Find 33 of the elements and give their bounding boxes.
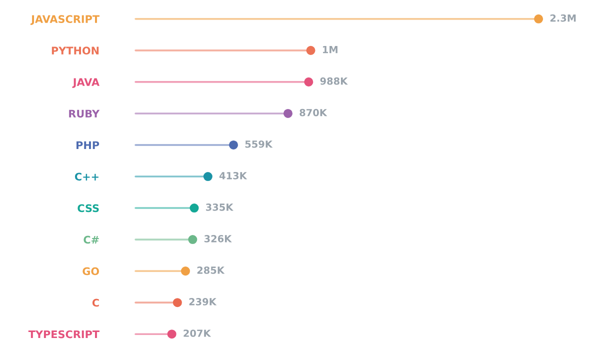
y-tick-label: CSS bbox=[78, 204, 99, 212]
data-label: 870K bbox=[300, 108, 328, 116]
point bbox=[306, 46, 316, 55]
y-tick-label: PYTHON bbox=[52, 46, 99, 55]
point bbox=[172, 298, 182, 308]
data-label: 2.3M bbox=[550, 14, 576, 22]
y-tick-label: JAVA bbox=[72, 78, 100, 88]
data-label: 988K bbox=[320, 77, 348, 85]
point bbox=[304, 77, 314, 86]
y-tick-label: C++ bbox=[74, 172, 98, 181]
data-label: 413K bbox=[219, 172, 248, 180]
y-tick-label: PHP bbox=[76, 141, 100, 149]
point bbox=[228, 140, 238, 150]
point bbox=[190, 204, 199, 213]
data-label: 239K bbox=[189, 298, 217, 306]
y-tick-label: RUBY bbox=[69, 110, 100, 118]
data-label: 335K bbox=[206, 203, 234, 211]
data-label: 559K bbox=[245, 140, 273, 148]
y-tick-label: C bbox=[92, 298, 99, 307]
y-tick-label: TYPESCRIPT bbox=[28, 330, 100, 338]
y-tick-label: C# bbox=[84, 236, 99, 244]
y-tick-label: GO bbox=[82, 267, 100, 276]
point bbox=[283, 108, 293, 118]
data-label: 285K bbox=[197, 266, 225, 274]
data-label: 326K bbox=[204, 235, 232, 242]
point bbox=[188, 235, 198, 244]
point bbox=[534, 14, 544, 24]
point bbox=[180, 266, 190, 276]
point bbox=[203, 172, 212, 182]
y-tick-label: JAVASCRIPT bbox=[30, 15, 100, 25]
point bbox=[167, 330, 176, 339]
data-label: 1M bbox=[322, 46, 338, 54]
data-label: 207K bbox=[184, 330, 212, 337]
